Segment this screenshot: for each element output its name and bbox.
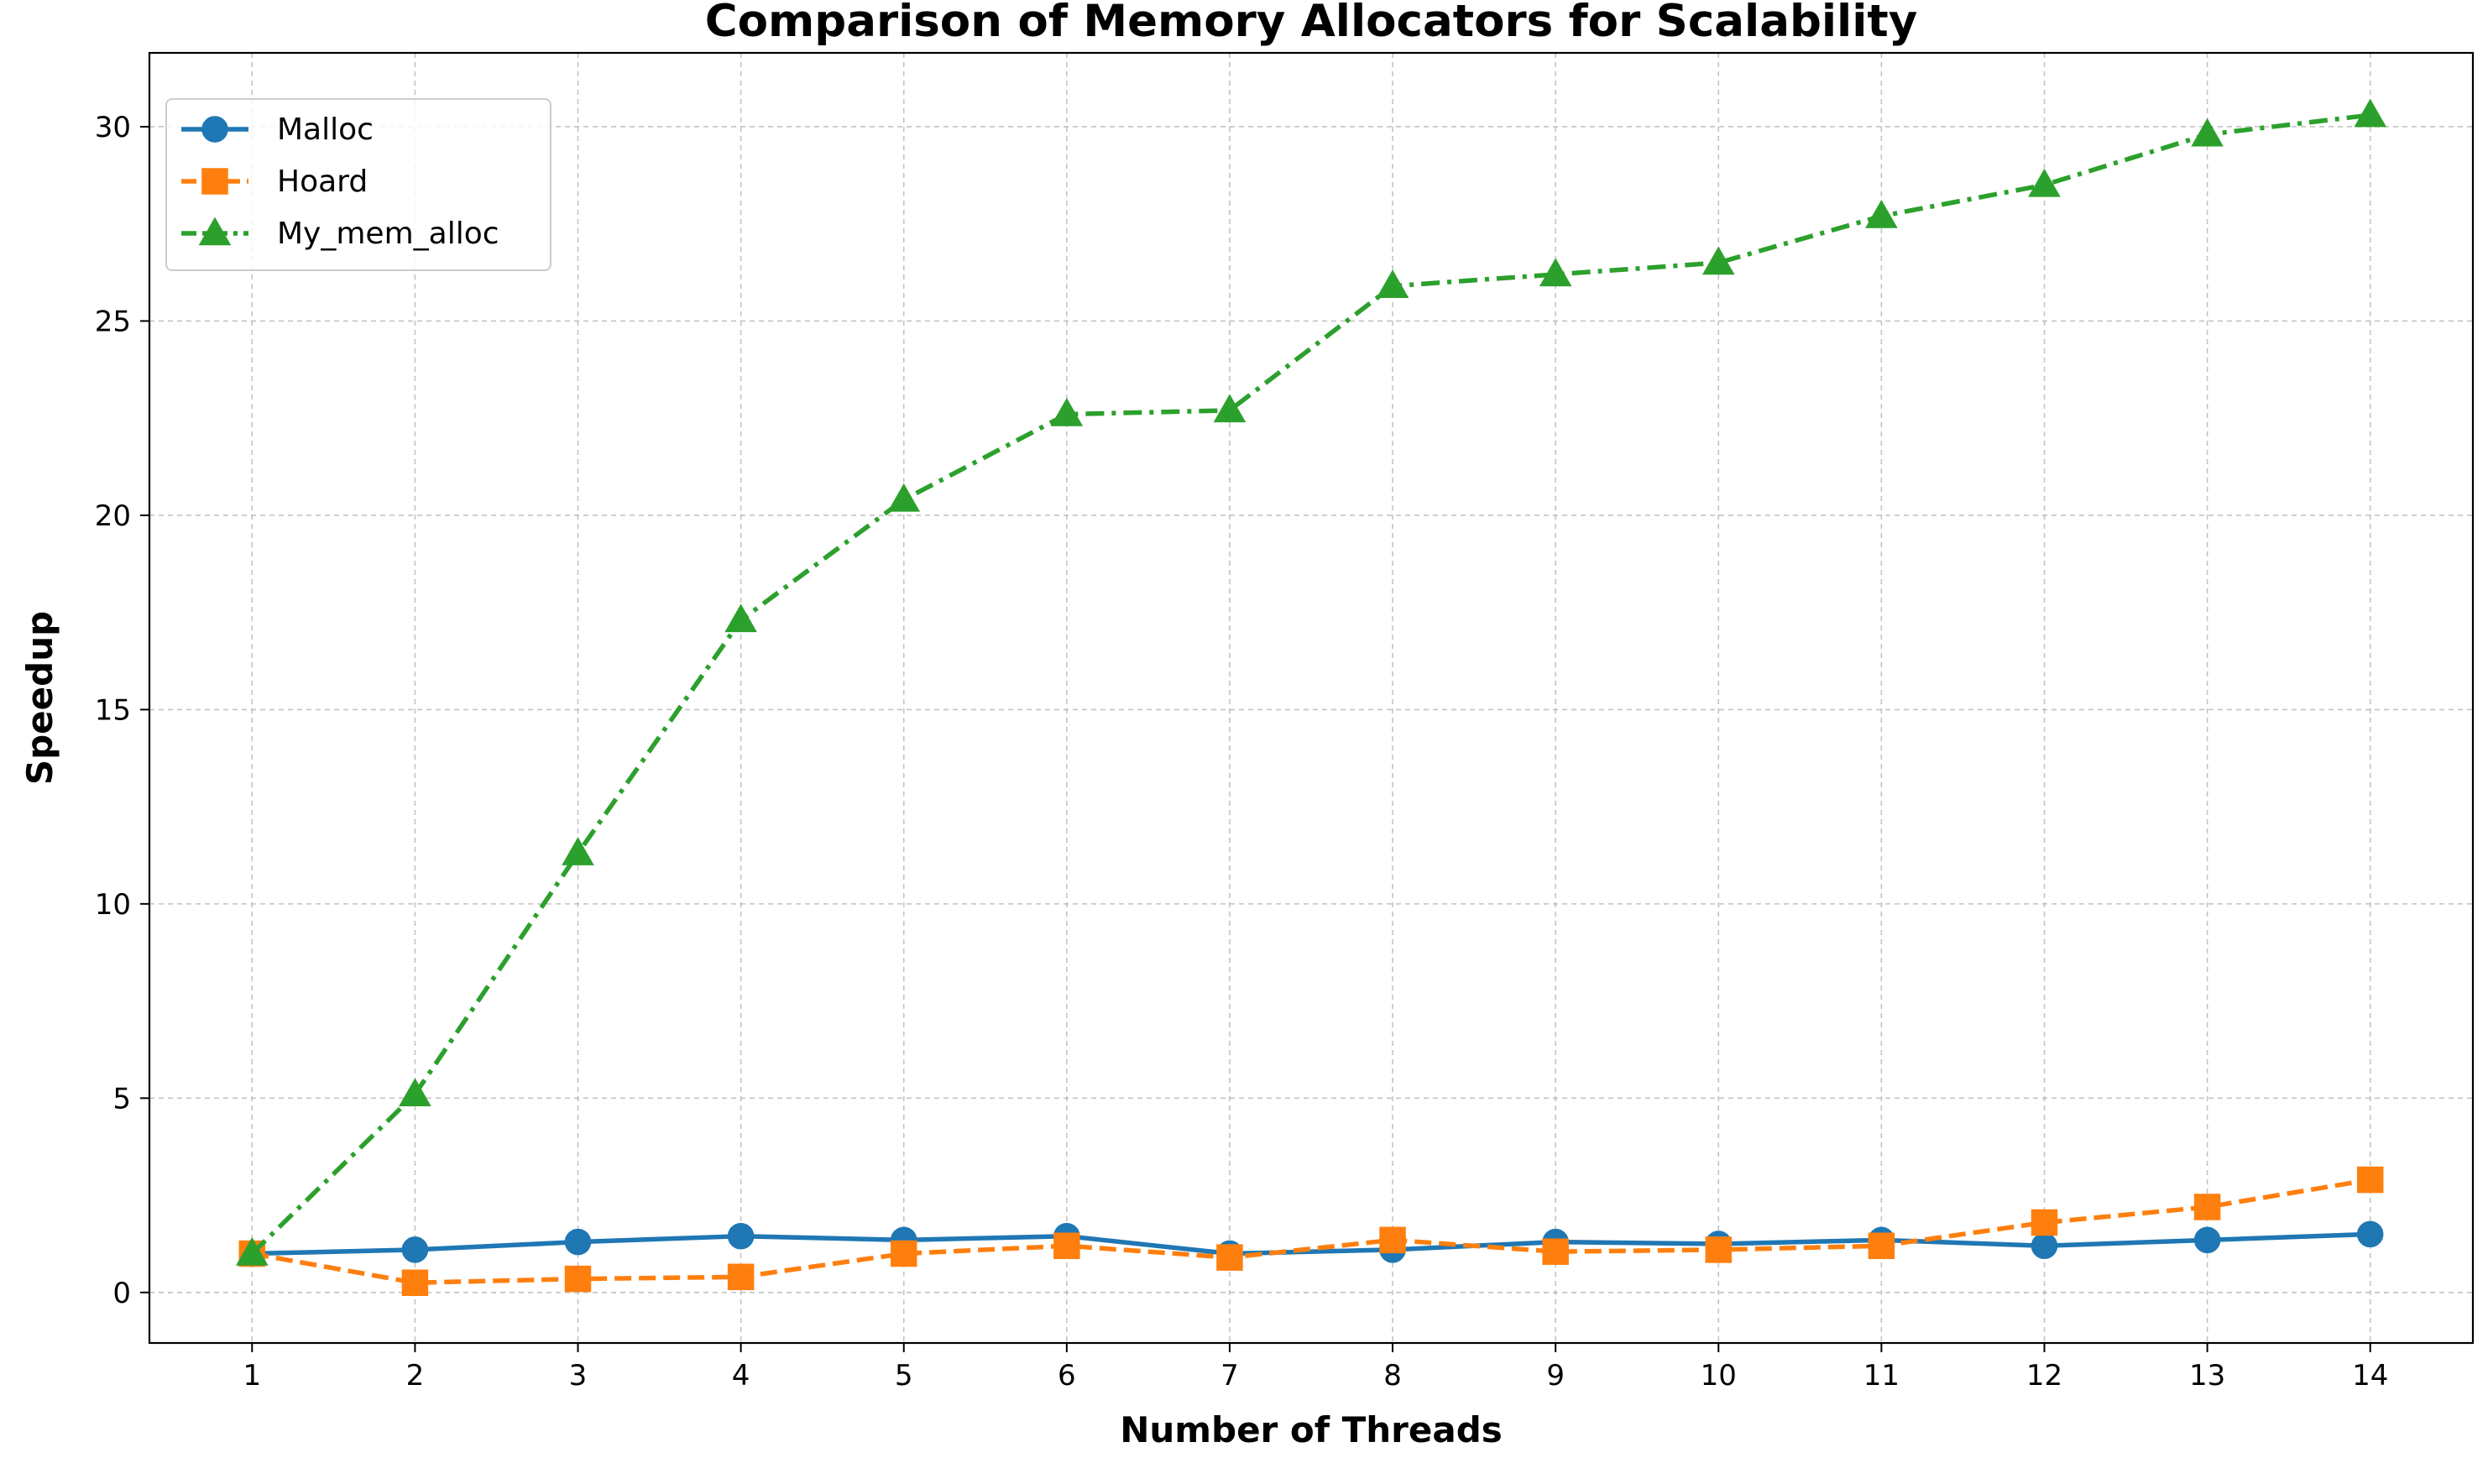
legend-entry-my-mem-alloc: My_mem_alloc <box>181 217 499 251</box>
x-tick-label: 6 <box>1058 1359 1076 1393</box>
legend-entry-hoard: Hoard <box>181 165 368 199</box>
data-point-hoard <box>1868 1232 1895 1260</box>
legend-box <box>165 98 551 271</box>
x-tick-label: 7 <box>1220 1359 1239 1393</box>
y-tick-label: 5 <box>112 1082 131 1116</box>
data-point-hoard <box>727 1263 755 1291</box>
legend-marker-malloc <box>201 116 228 143</box>
legend-label-malloc: Malloc <box>277 112 374 147</box>
data-point-hoard <box>890 1240 917 1267</box>
data-point-hoard <box>1053 1232 1080 1260</box>
data-point-malloc <box>564 1228 592 1256</box>
data-point-hoard <box>1542 1238 1569 1265</box>
data-point-malloc <box>401 1236 429 1263</box>
data-point-my-mem-alloc <box>887 483 921 512</box>
legend-entry-malloc: Malloc <box>181 112 374 147</box>
data-point-my-mem-alloc <box>1050 398 1084 426</box>
legend: Malloc Hoard My_mem_alloc <box>165 98 551 271</box>
chart-title: Comparison of Memory Allocators for Scal… <box>705 0 1918 47</box>
y-tick-label: 25 <box>95 305 131 338</box>
x-tick-label: 4 <box>732 1359 750 1393</box>
x-tick-label: 2 <box>406 1359 425 1393</box>
data-point-hoard <box>2193 1194 2221 1220</box>
data-point-hoard <box>1705 1236 1733 1263</box>
x-axis-label: Number of Threads <box>1120 1409 1503 1450</box>
x-tick-label: 9 <box>1546 1359 1565 1393</box>
data-point-my-mem-alloc <box>2028 168 2061 197</box>
data-point-malloc <box>2031 1232 2058 1260</box>
x-tick-label: 5 <box>895 1359 913 1393</box>
x-tick-label: 11 <box>1863 1359 1900 1393</box>
data-point-my-mem-alloc <box>2191 118 2224 147</box>
series-my-mem-alloc <box>235 98 2387 1266</box>
y-tick-label: 15 <box>95 693 131 727</box>
data-point-my-mem-alloc <box>1213 394 1247 423</box>
series-line-hoard <box>251 1177 2371 1285</box>
data-point-my-mem-alloc <box>1701 246 1735 275</box>
y-tick-label: 0 <box>112 1277 131 1310</box>
x-tick-label: 14 <box>2352 1359 2388 1393</box>
x-tick-label: 10 <box>1701 1359 1737 1393</box>
data-point-hoard <box>2031 1209 2058 1236</box>
data-point-hoard <box>564 1265 592 1293</box>
legend-marker-my-mem-alloc <box>198 217 232 246</box>
data-point-hoard <box>401 1269 429 1296</box>
series-line-malloc <box>252 1231 2370 1257</box>
data-point-my-mem-alloc <box>2354 98 2387 128</box>
data-point-my-mem-alloc <box>1865 199 1898 228</box>
data-point-my-mem-alloc <box>1539 258 1572 287</box>
y-tick-label: 20 <box>95 499 131 533</box>
series-line-my-mem-alloc <box>250 112 2371 1256</box>
data-point-hoard <box>2356 1166 2384 1194</box>
series-hoard <box>238 1166 2384 1296</box>
legend-label-hoard: Hoard <box>277 165 368 199</box>
data-point-my-mem-alloc <box>562 837 594 865</box>
y-tick-label: 10 <box>95 888 131 922</box>
data-point-hoard <box>1379 1226 1406 1254</box>
data-point-my-mem-alloc <box>399 1078 431 1106</box>
y-axis-label: Speedup <box>19 611 60 785</box>
data-point-hoard <box>1216 1244 1243 1271</box>
data-point-my-mem-alloc <box>724 604 757 633</box>
x-tick-label: 12 <box>2026 1359 2062 1393</box>
x-tick-label: 13 <box>2189 1359 2225 1393</box>
x-tick-label: 1 <box>243 1359 261 1393</box>
x-tick-label: 3 <box>569 1359 588 1393</box>
legend-marker-hoard <box>201 168 228 195</box>
y-tick-label: 30 <box>95 111 131 144</box>
data-point-my-mem-alloc <box>1376 269 1409 299</box>
x-tick-label: 8 <box>1383 1359 1402 1393</box>
series-layer <box>235 98 2387 1296</box>
plot-frame <box>148 51 2475 1345</box>
data-point-malloc <box>727 1222 755 1250</box>
legend-label-my-mem-alloc: My_mem_alloc <box>277 217 499 251</box>
data-point-malloc <box>2193 1226 2221 1254</box>
data-point-my-mem-alloc <box>235 1237 269 1266</box>
data-point-malloc <box>2356 1220 2384 1248</box>
